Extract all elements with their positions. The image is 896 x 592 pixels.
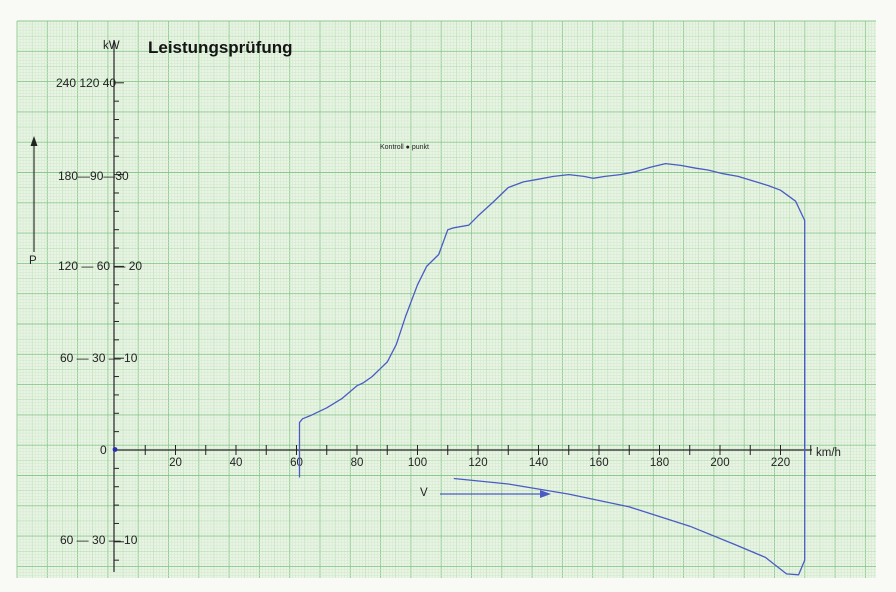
x-axis-ticks: 20 40 60 80 100 120 140 160 180 200 220: [144, 445, 812, 469]
y-tick-label-40: 240 120 40: [56, 76, 116, 90]
speed-arrow: [440, 490, 551, 498]
x-tick-label-40: 40: [230, 457, 243, 469]
origin-dot: [112, 447, 118, 452]
y-tick-label-20: 120 — 60 — 20: [58, 259, 142, 273]
chart-title: Leistungsprüfung: [148, 38, 292, 57]
graph-paper-area: [17, 21, 876, 578]
y-tick-label-minus10: 60 — 30 — 10: [60, 533, 138, 547]
x-tick-label-200: 200: [710, 457, 729, 469]
control-point-annotation: Kontroll ● punkt: [380, 144, 429, 151]
y-axis-ticks: [114, 82, 124, 561]
speed-symbol: V: [420, 487, 428, 499]
power-arrow: [30, 136, 38, 252]
x-tick-label-120: 120: [468, 457, 487, 469]
x-tick-label-180: 180: [650, 457, 669, 469]
series-line-p: [298, 162, 806, 478]
series-line-v: [453, 321, 806, 576]
x-tick-label-220: 220: [771, 457, 790, 469]
y-tick-label-30: 180—90—30: [58, 169, 129, 183]
y-unit-label: kW: [103, 40, 120, 52]
y-tick-label-10: 60 — 30 — 10: [60, 351, 138, 365]
grid-lines: [16, 20, 876, 578]
power-symbol: P: [29, 255, 37, 267]
x-tick-label-160: 160: [589, 457, 608, 469]
plot-area: [298, 162, 806, 576]
x-tick-label-80: 80: [351, 457, 364, 469]
x-tick-label-100: 100: [408, 457, 427, 469]
x-unit-label: km/h: [816, 447, 841, 459]
y-tick-label-0: 0: [100, 443, 107, 457]
x-tick-label-60: 60: [290, 457, 303, 469]
x-tick-label-140: 140: [529, 457, 548, 469]
x-tick-label-20: 20: [169, 457, 182, 469]
